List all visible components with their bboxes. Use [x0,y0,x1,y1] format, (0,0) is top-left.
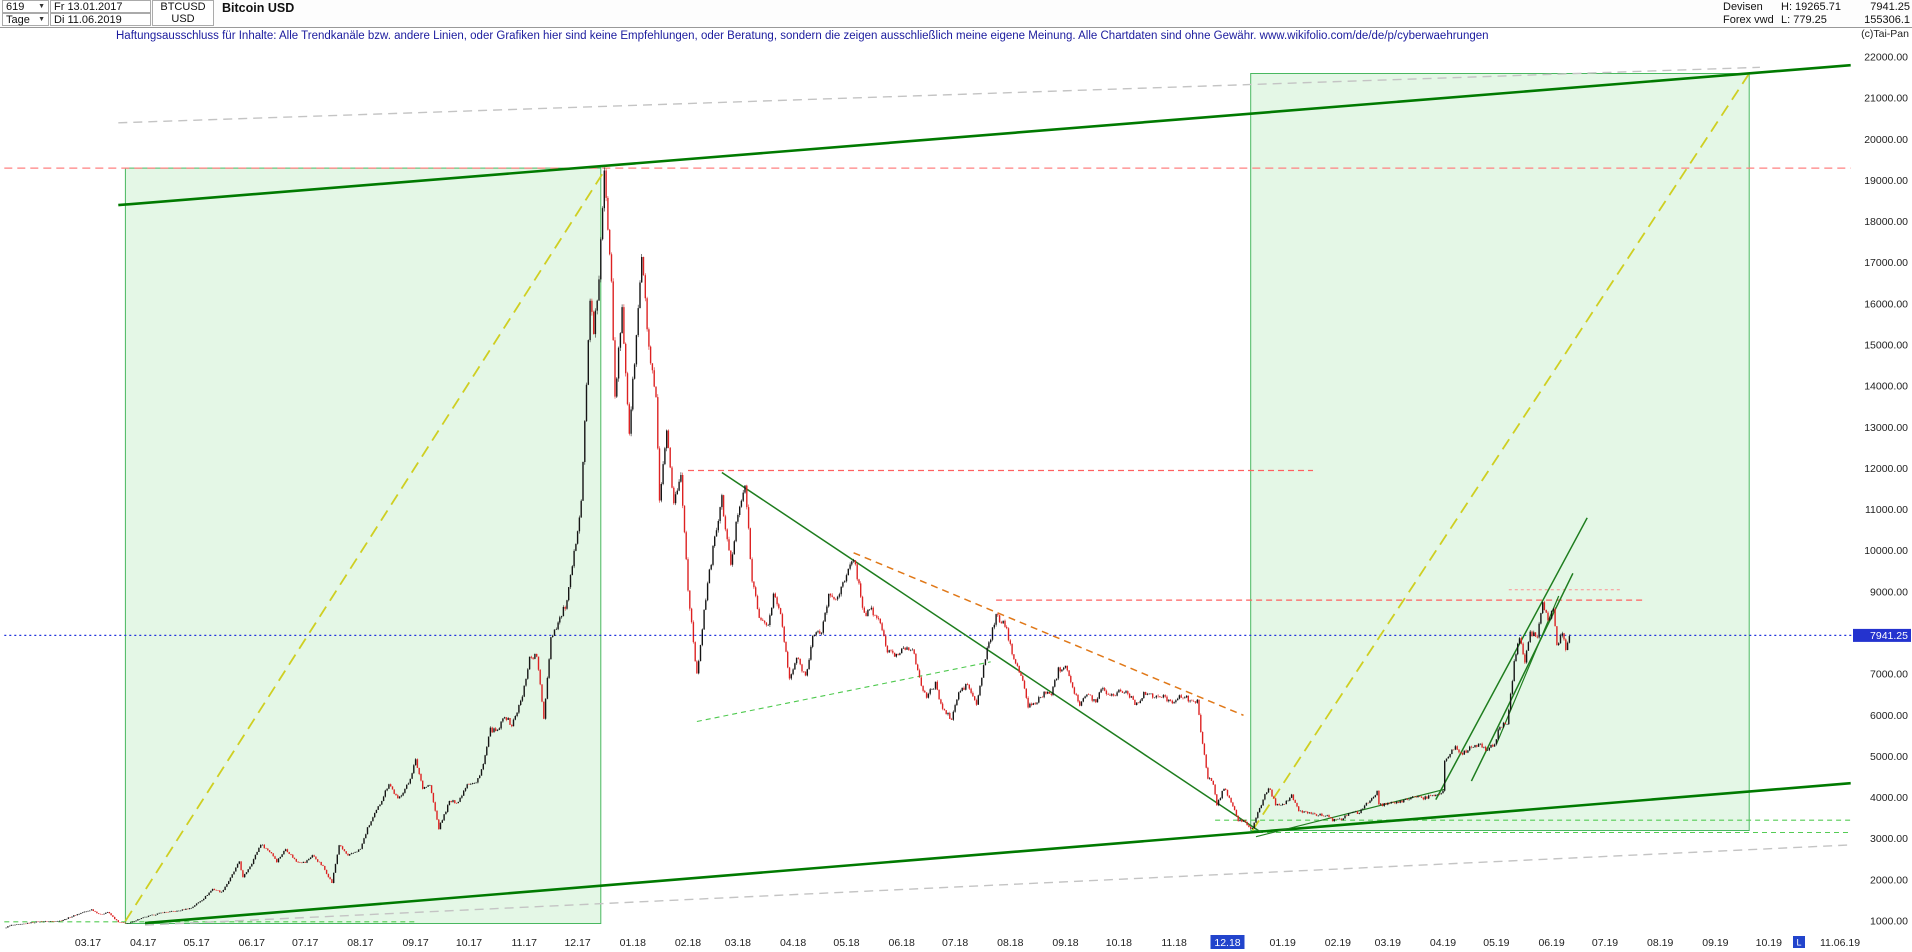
end-date-field[interactable]: Di 11.06.2019 [50,13,151,26]
svg-text:19000.00: 19000.00 [1864,175,1908,187]
svg-text:07.17: 07.17 [292,937,318,949]
svg-text:12.17: 12.17 [564,937,590,949]
svg-text:1000.00: 1000.00 [1870,916,1908,928]
svg-text:02.18: 02.18 [675,937,701,949]
toolbar: 619 ▼ Tage ▼ Fr 13.01.2017 Di 11.06.2019… [0,0,1912,28]
svg-text:5000.00: 5000.00 [1870,751,1908,763]
svg-text:01.18: 01.18 [620,937,646,949]
currency-label: USD [152,13,214,26]
svg-text:10.19: 10.19 [1756,937,1782,949]
svg-text:05.17: 05.17 [183,937,209,949]
svg-text:06.17: 06.17 [239,937,265,949]
low-label: L: 779.25 [1781,13,1827,26]
end-date-value: Di 11.06.2019 [54,13,122,26]
svg-text:06.18: 06.18 [889,937,915,949]
svg-text:11000.00: 11000.00 [1865,504,1908,516]
svg-text:3000.00: 3000.00 [1870,833,1908,845]
svg-text:09.19: 09.19 [1702,937,1728,949]
svg-text:03.18: 03.18 [725,937,751,949]
svg-text:11.17: 11.17 [511,937,537,949]
svg-text:11.06.19: 11.06.19 [1820,937,1860,949]
svg-text:18000.00: 18000.00 [1864,216,1908,228]
svg-text:17000.00: 17000.00 [1864,257,1908,269]
svg-text:21000.00: 21000.00 [1864,93,1908,105]
start-date-value: Fr 13.01.2017 [54,0,123,13]
svg-text:10.17: 10.17 [456,937,482,949]
svg-text:02.19: 02.19 [1325,937,1351,949]
chevron-down-icon: ▼ [38,16,45,23]
svg-text:05.19: 05.19 [1483,937,1509,949]
start-date-field[interactable]: Fr 13.01.2017 [50,0,151,13]
svg-text:10000.00: 10000.00 [1864,545,1908,557]
svg-text:08.17: 08.17 [347,937,373,949]
last-price-label: 7941.25 [1870,0,1910,13]
period-dropdown[interactable]: Tage ▼ [2,13,49,26]
svg-text:15000.00: 15000.00 [1864,340,1908,352]
svg-text:12000.00: 12000.00 [1864,463,1908,475]
svg-text:04.19: 04.19 [1430,937,1456,949]
svg-text:2000.00: 2000.00 [1870,874,1908,886]
svg-text:11.18: 11.18 [1161,937,1187,949]
svg-text:7000.00: 7000.00 [1870,669,1908,681]
symbol-field[interactable]: BTCUSD [152,0,214,13]
svg-text:09.17: 09.17 [402,937,428,949]
high-label: H: 19265.71 [1781,0,1841,13]
svg-text:05.18: 05.18 [833,937,859,949]
chevron-down-icon: ▼ [38,3,45,10]
svg-text:20000.00: 20000.00 [1864,134,1908,146]
svg-text:16000.00: 16000.00 [1864,298,1908,310]
volume-label: 155306.1 [1864,13,1910,26]
currency-value: USD [171,13,195,25]
svg-text:13000.00: 13000.00 [1864,422,1908,434]
source2-label: Forex vwd [1723,13,1774,26]
svg-text:9000.00: 9000.00 [1870,586,1908,598]
svg-text:03.19: 03.19 [1375,937,1401,949]
svg-text:4000.00: 4000.00 [1870,792,1908,804]
svg-text:6000.00: 6000.00 [1870,710,1908,722]
svg-text:22000.00: 22000.00 [1864,52,1908,64]
svg-text:10.18: 10.18 [1106,937,1132,949]
source-label: Devisen [1723,0,1763,13]
svg-text:07.18: 07.18 [942,937,968,949]
symbol-value: BTCUSD [160,1,206,13]
svg-text:04.17: 04.17 [130,937,156,949]
svg-text:14000.00: 14000.00 [1864,381,1908,393]
bars-count-value: 619 [6,0,25,13]
svg-text:06.19: 06.19 [1538,937,1564,949]
chart-title: Bitcoin USD [222,1,295,15]
svg-text:12.18: 12.18 [1214,937,1240,949]
disclaimer-text: Haftungsausschluss für Inhalte: Alle Tre… [116,30,1489,42]
svg-text:09.18: 09.18 [1052,937,1078,949]
svg-text:L: L [1796,938,1801,948]
svg-text:04.18: 04.18 [780,937,806,949]
period-value: Tage [6,13,30,26]
svg-text:7941.25: 7941.25 [1870,630,1908,642]
svg-text:01.19: 01.19 [1270,937,1296,949]
svg-text:07.19: 07.19 [1592,937,1618,949]
svg-text:03.17: 03.17 [75,937,101,949]
bars-count-dropdown[interactable]: 619 ▼ [2,0,49,13]
copyright-label: (c)Tai-Pan [1861,28,1909,40]
svg-text:08.19: 08.19 [1647,937,1673,949]
svg-text:08.18: 08.18 [997,937,1023,949]
